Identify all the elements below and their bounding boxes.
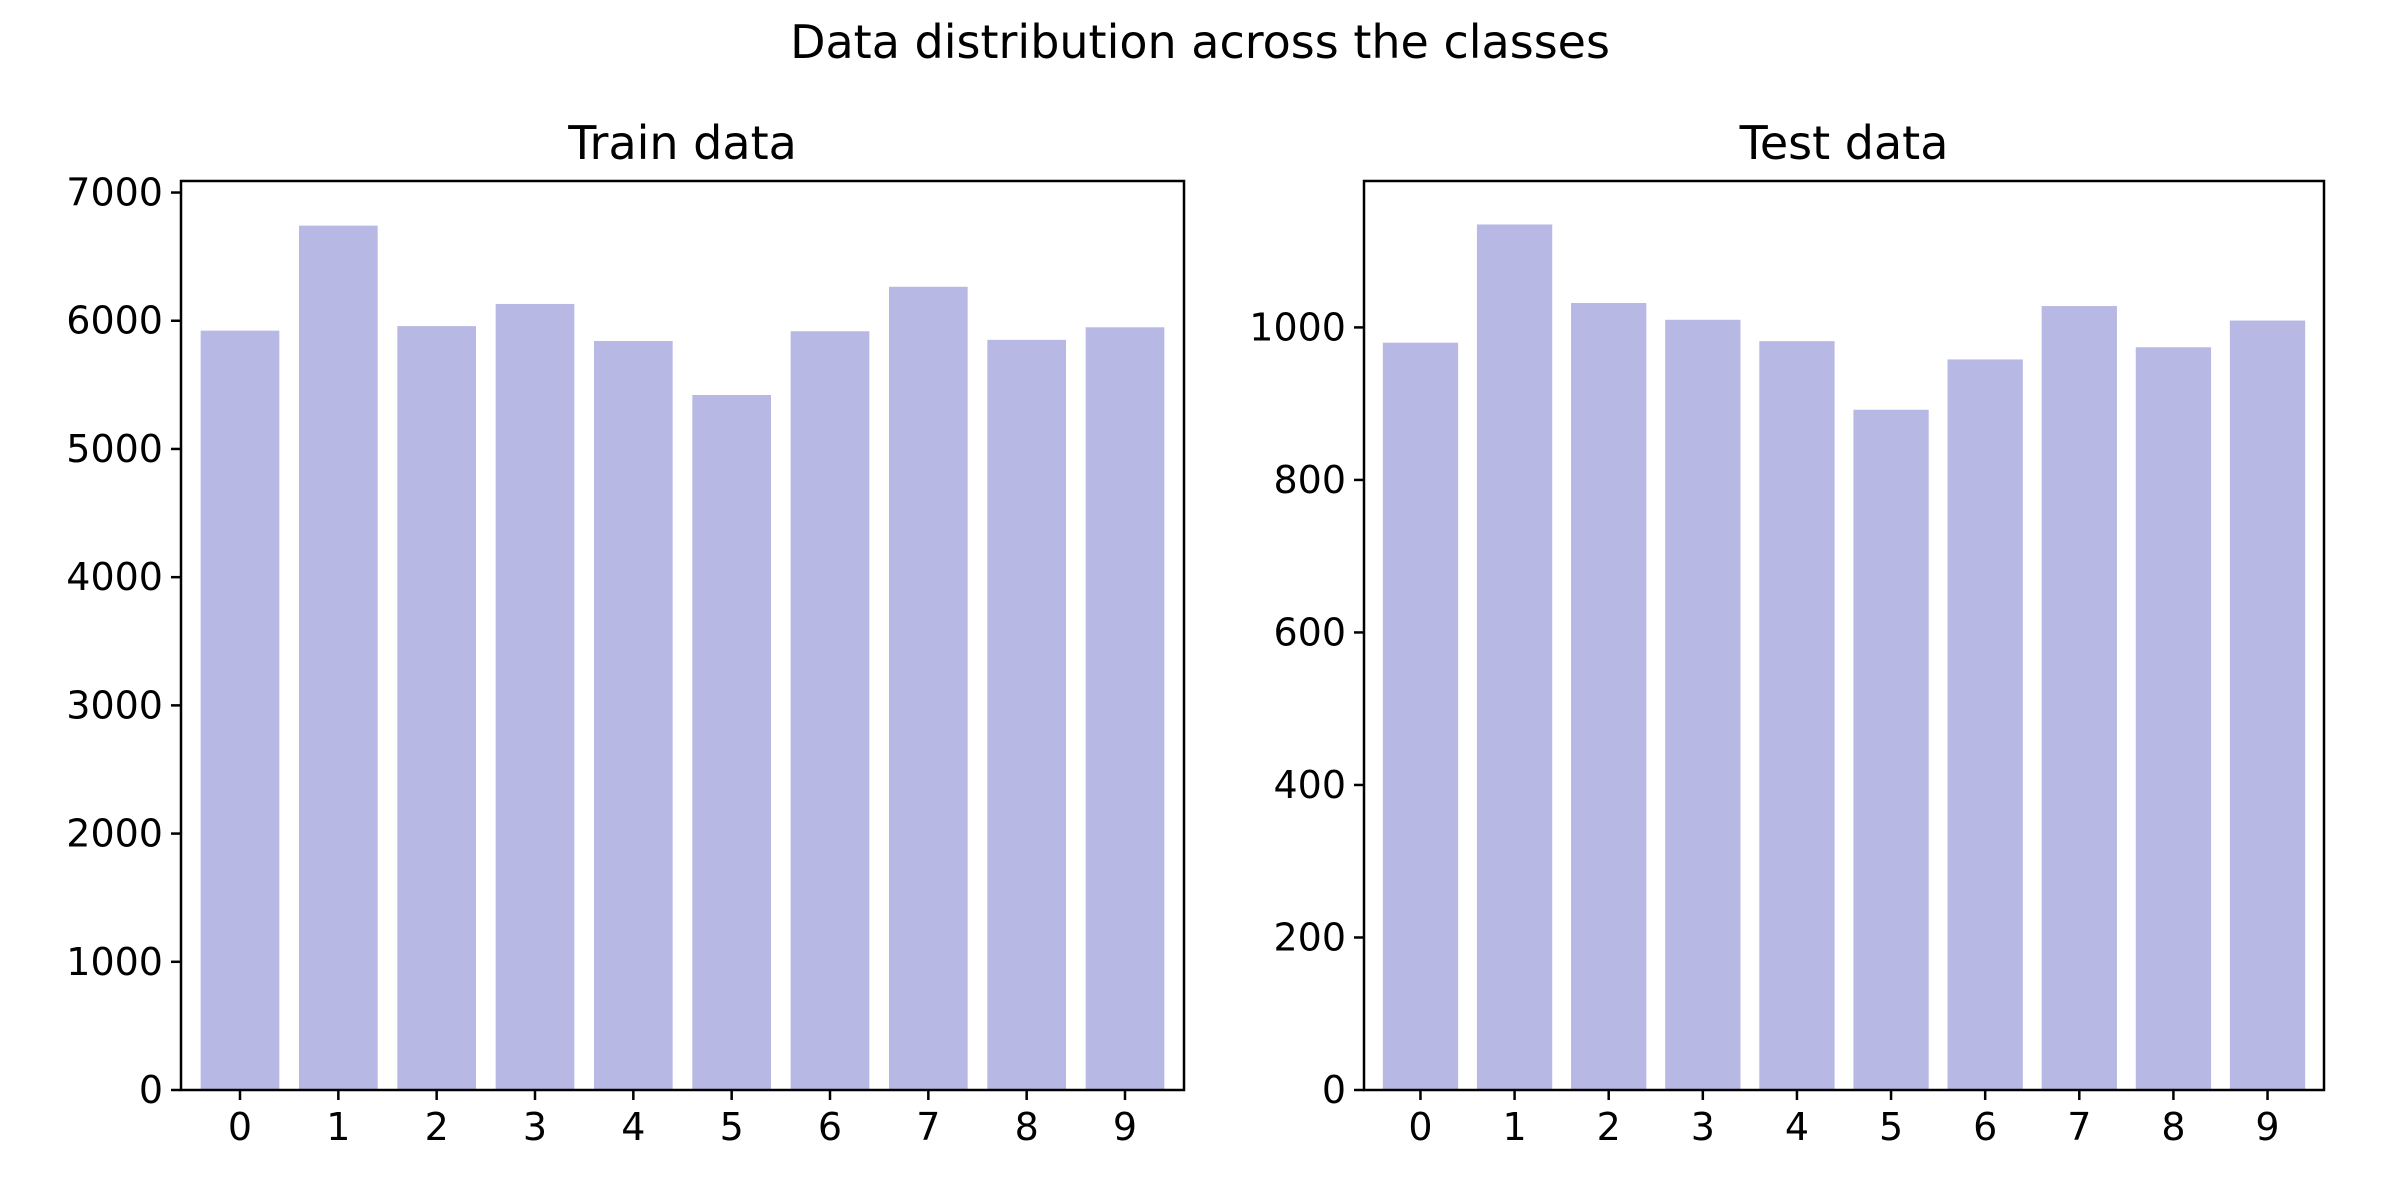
y-tick-label: 1000 bbox=[1249, 305, 1346, 349]
bar-class-1 bbox=[1476, 224, 1553, 1090]
x-tick-label: 8 bbox=[2161, 1105, 2185, 1149]
chart-panel-0: 0 1000 2000 3000 4000 5000 6000 7000 0 1 2 3 4 5 6 7 8 9 T… bbox=[66, 116, 1186, 1149]
bar-class-9 bbox=[2229, 320, 2306, 1090]
bar-class-4 bbox=[1759, 341, 1835, 1091]
y-tick-label: 200 bbox=[1273, 915, 1346, 959]
x-tick-label: 3 bbox=[1691, 1105, 1715, 1149]
chart-title: Train data bbox=[567, 116, 797, 170]
chart-panel-1: 0 200 400 600 800 1000 0 1 2 3 4 5 6 7 8 9 Test data bbox=[1249, 116, 2326, 1149]
y-tick-label: 5000 bbox=[66, 427, 163, 471]
bar-class-6 bbox=[1947, 359, 2023, 1090]
bar-class-1 bbox=[299, 225, 378, 1090]
bar-class-9 bbox=[1085, 327, 1165, 1091]
x-tick-label: 9 bbox=[2255, 1105, 2279, 1149]
x-tick-label: 1 bbox=[326, 1105, 350, 1149]
x-tick-label: 7 bbox=[2067, 1105, 2091, 1149]
x-tick-label: 2 bbox=[1597, 1105, 1621, 1149]
x-tick-label: 6 bbox=[1973, 1105, 1997, 1149]
x-tick-label: 4 bbox=[1785, 1105, 1809, 1149]
x-tick-label: 0 bbox=[1408, 1105, 1432, 1149]
y-tick-label: 2000 bbox=[66, 812, 163, 856]
x-tick-label: 5 bbox=[1879, 1105, 1903, 1149]
bar-class-2 bbox=[1571, 303, 1647, 1090]
x-tick-label: 2 bbox=[425, 1105, 449, 1149]
y-tick-label: 0 bbox=[1322, 1068, 1346, 1112]
x-tick-label: 9 bbox=[1113, 1105, 1137, 1149]
x-tick-label: 8 bbox=[1015, 1105, 1039, 1149]
figure-title: Data distribution across the classes bbox=[790, 15, 1610, 69]
y-tick-label: 6000 bbox=[66, 299, 163, 343]
bar-class-0 bbox=[1382, 342, 1459, 1090]
x-tick-label: 5 bbox=[720, 1105, 744, 1149]
axes-frame bbox=[179, 179, 1186, 1092]
x-tick-label: 7 bbox=[916, 1105, 940, 1149]
bar-class-8 bbox=[2135, 347, 2212, 1090]
y-tick-label: 1000 bbox=[66, 940, 163, 984]
bar-class-8 bbox=[987, 339, 1066, 1090]
y-tick-label: 3000 bbox=[66, 683, 163, 727]
axes-frame bbox=[1362, 179, 2326, 1092]
bar-class-7 bbox=[2041, 306, 2117, 1091]
y-tick-label: 600 bbox=[1273, 610, 1346, 654]
bar-class-5 bbox=[692, 394, 771, 1090]
bar-class-0 bbox=[200, 330, 280, 1090]
x-tick-label: 3 bbox=[523, 1105, 547, 1149]
x-tick-label: 1 bbox=[1502, 1105, 1526, 1149]
y-tick-label: 4000 bbox=[66, 555, 163, 599]
y-tick-label: 800 bbox=[1273, 458, 1346, 502]
bar-class-3 bbox=[1665, 319, 1741, 1090]
bar-class-2 bbox=[397, 326, 476, 1090]
y-tick-label: 7000 bbox=[66, 171, 163, 215]
y-tick-label: 400 bbox=[1273, 763, 1346, 807]
bar-class-3 bbox=[495, 303, 575, 1091]
chart-title: Test data bbox=[1739, 116, 1949, 170]
x-tick-label: 4 bbox=[621, 1105, 645, 1149]
bar-class-4 bbox=[594, 341, 673, 1090]
bar-class-7 bbox=[889, 286, 968, 1090]
x-tick-label: 0 bbox=[228, 1105, 252, 1149]
x-tick-label: 6 bbox=[818, 1105, 842, 1149]
bar-class-6 bbox=[790, 331, 870, 1091]
y-tick-label: 0 bbox=[139, 1068, 163, 1112]
bar-class-5 bbox=[1853, 409, 1929, 1091]
